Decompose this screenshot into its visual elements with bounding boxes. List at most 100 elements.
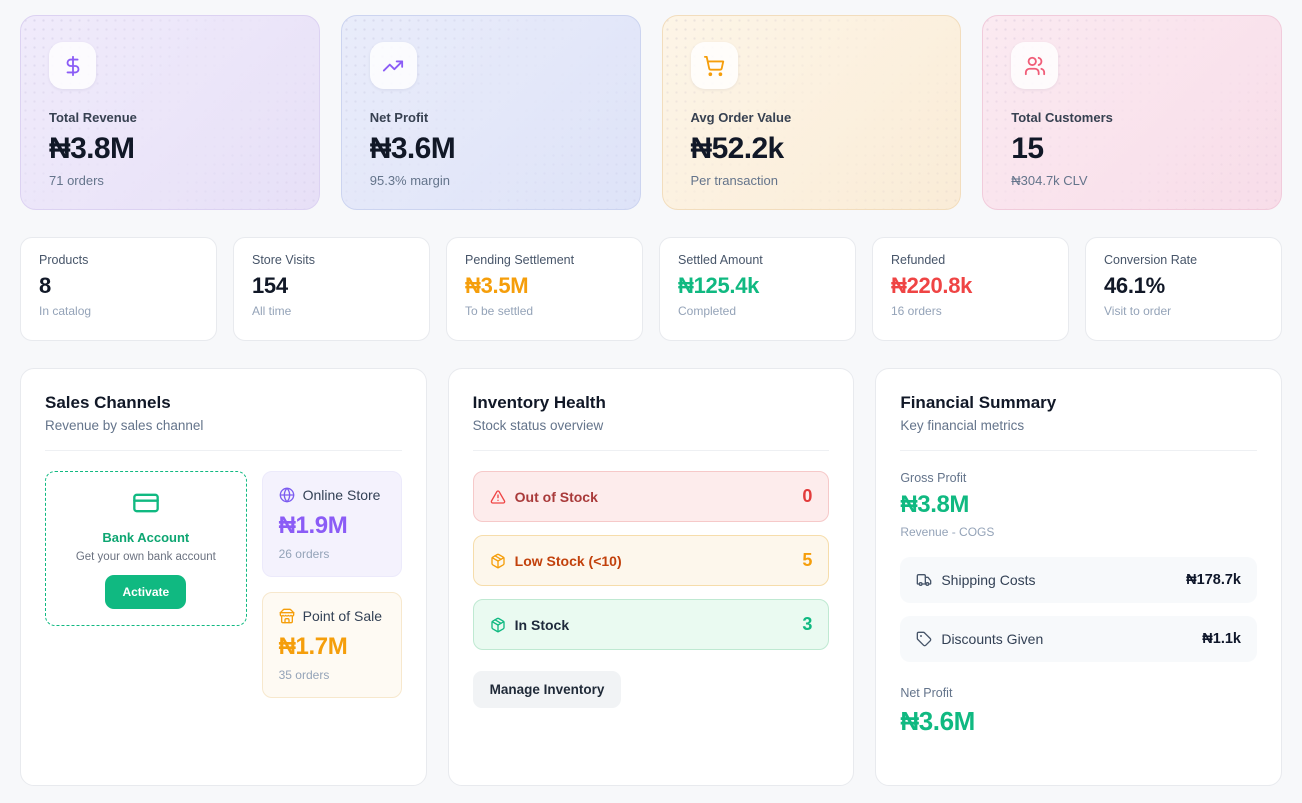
inventory-row-label-group: In Stock xyxy=(490,617,569,633)
stat-value: 154 xyxy=(252,273,288,298)
tag-icon xyxy=(916,631,932,647)
financial-row-discounts-given: Discounts Given ₦1.1k xyxy=(900,616,1257,662)
activate-button[interactable]: Activate xyxy=(105,575,187,609)
package-icon xyxy=(490,553,506,569)
stat-label: Conversion Rate xyxy=(1104,253,1198,267)
globe-icon xyxy=(279,487,295,503)
kpi-label: Net Profit xyxy=(369,110,429,125)
stat-caption: Visit to order xyxy=(1104,304,1172,318)
bank-promo-title: Bank Account xyxy=(102,530,190,545)
stat-value: 46.1% xyxy=(1104,273,1165,298)
kpi-card-net-profit: Net Profit ₦3.6M 95.3% margin xyxy=(340,15,641,210)
stat-value: 8 xyxy=(39,273,51,298)
stat-card-refunded: Refunded ₦220.8k 16 orders xyxy=(872,237,1069,341)
bank-promo-subtitle: Get your own bank account xyxy=(75,551,216,563)
stat-card-row: Products 8 In catalog Store Visits 154 A… xyxy=(20,237,1282,341)
stat-value: ₦125.4k xyxy=(678,273,760,298)
stat-card-conversion-rate: Conversion Rate 46.1% Visit to order xyxy=(1085,237,1282,341)
metric-value: ₦3.8M xyxy=(900,491,970,518)
stat-label: Refunded xyxy=(891,253,946,267)
bank-account-promo-card: Bank Account Get your own bank account A… xyxy=(45,471,247,626)
divider xyxy=(45,450,402,451)
metric-caption: Revenue - COGS xyxy=(900,525,995,539)
inventory-row-count: 0 xyxy=(802,486,813,506)
financial-rows: Shipping Costs ₦178.7k Discounts Given ₦… xyxy=(900,557,1257,662)
metric-label: Gross Profit xyxy=(900,471,967,485)
package-icon xyxy=(490,617,506,633)
inventory-row-count: 5 xyxy=(802,550,813,570)
metric-label: Net Profit xyxy=(900,686,953,700)
inventory-row-label: Out of Stock xyxy=(514,488,598,505)
inventory-row-low-stock: Low Stock (<10) 5 xyxy=(472,535,830,586)
financial-summary-panel: Financial Summary Key financial metrics … xyxy=(875,368,1282,786)
users-icon xyxy=(1011,42,1059,89)
stat-label: Pending Settlement xyxy=(465,253,575,267)
panel-subtitle: Key financial metrics xyxy=(900,418,1025,433)
panel-title: Financial Summary xyxy=(900,393,1057,412)
panel-title: Inventory Health xyxy=(472,393,606,412)
channel-value: ₦1.7M xyxy=(278,633,348,660)
channel-value: ₦1.9M xyxy=(278,512,348,539)
manage-inventory-button[interactable]: Manage Inventory xyxy=(472,671,622,708)
kpi-value: ₦3.8M xyxy=(49,132,135,165)
financial-row-value: ₦178.7k xyxy=(1186,572,1241,588)
inventory-row-label-group: Low Stock (<10) xyxy=(490,553,622,569)
financial-row-label-group: Discounts Given xyxy=(916,631,1043,647)
trending-up-icon xyxy=(369,42,417,89)
kpi-card-total-customers: Total Customers 15 ₦304.7k CLV xyxy=(982,15,1282,210)
stat-card-store-visits: Store Visits 154 All time xyxy=(233,237,430,341)
divider xyxy=(472,450,830,451)
stat-card-settled-amount: Settled Amount ₦125.4k Completed xyxy=(659,237,856,341)
sales-channels-panel: Sales Channels Revenue by sales channel … xyxy=(20,368,427,786)
store-icon xyxy=(279,608,295,624)
stat-label: Store Visits xyxy=(252,253,315,267)
financial-row-label: Discounts Given xyxy=(941,631,1044,647)
inventory-row-count: 3 xyxy=(802,614,813,634)
kpi-label: Total Customers xyxy=(1011,110,1113,125)
stat-card-pending-settlement: Pending Settlement ₦3.5M To be settled xyxy=(446,237,643,341)
kpi-caption: 95.3% margin xyxy=(369,173,450,188)
channels-grid: Online Store ₦1.9M 26 orders Bank Accoun… xyxy=(45,471,402,698)
inventory-row-label: Low Stock (<10) xyxy=(514,552,622,569)
panel-row: Sales Channels Revenue by sales channel … xyxy=(20,368,1282,786)
kpi-card-row: Total Revenue ₦3.8M 71 orders Net Profit… xyxy=(20,15,1282,210)
stat-caption: To be settled xyxy=(465,304,534,318)
channel-card-point-of-sale: Point of Sale ₦1.7M 35 orders xyxy=(261,592,402,698)
shopping-cart-icon xyxy=(690,42,738,89)
kpi-label: Total Revenue xyxy=(49,110,137,125)
stat-value: ₦3.5M xyxy=(465,273,529,298)
kpi-label: Avg Order Value xyxy=(690,110,792,125)
stat-label: Products xyxy=(39,253,89,267)
financial-row-value: ₦1.1k xyxy=(1202,631,1241,647)
credit-card-icon xyxy=(132,493,160,521)
channel-card-online-store: Online Store ₦1.9M 26 orders xyxy=(261,471,402,577)
kpi-card-total-revenue: Total Revenue ₦3.8M 71 orders xyxy=(20,15,320,210)
inventory-health-panel: Inventory Health Stock status overview O… xyxy=(447,368,855,786)
stat-caption: Completed xyxy=(678,304,737,318)
financial-row-shipping-costs: Shipping Costs ₦178.7k xyxy=(900,557,1257,603)
kpi-value: ₦3.6M xyxy=(369,132,456,165)
stat-label: Settled Amount xyxy=(678,253,763,267)
channel-caption: 26 orders xyxy=(278,547,330,561)
kpi-caption: 71 orders xyxy=(49,173,104,188)
panel-subtitle: Stock status overview xyxy=(472,418,604,433)
inventory-row-in-stock: In Stock 3 xyxy=(472,599,830,650)
channel-head: Online Store xyxy=(279,487,385,503)
kpi-caption: ₦304.7k CLV xyxy=(1011,173,1088,188)
kpi-card-avg-order-value: Avg Order Value ₦52.2k Per transaction xyxy=(661,15,962,210)
financial-row-label-group: Shipping Costs xyxy=(916,572,1036,588)
kpi-value: 15 xyxy=(1011,132,1044,165)
net-profit-metric: Net Profit ₦3.6M xyxy=(900,686,1257,737)
financial-row-label: Shipping Costs xyxy=(941,572,1036,588)
divider xyxy=(900,450,1257,451)
channel-name: Point of Sale xyxy=(302,608,383,624)
panel-title: Sales Channels xyxy=(45,393,171,412)
channel-caption: 35 orders xyxy=(278,668,330,682)
kpi-value: ₦52.2k xyxy=(690,132,785,165)
channel-name: Online Store xyxy=(302,487,381,503)
truck-icon xyxy=(916,572,932,588)
stat-caption: In catalog xyxy=(39,304,92,318)
inventory-row-label-group: Out of Stock xyxy=(490,489,598,505)
channel-head: Point of Sale xyxy=(279,608,385,624)
inventory-row-out-of-stock: Out of Stock 0 xyxy=(472,471,830,522)
